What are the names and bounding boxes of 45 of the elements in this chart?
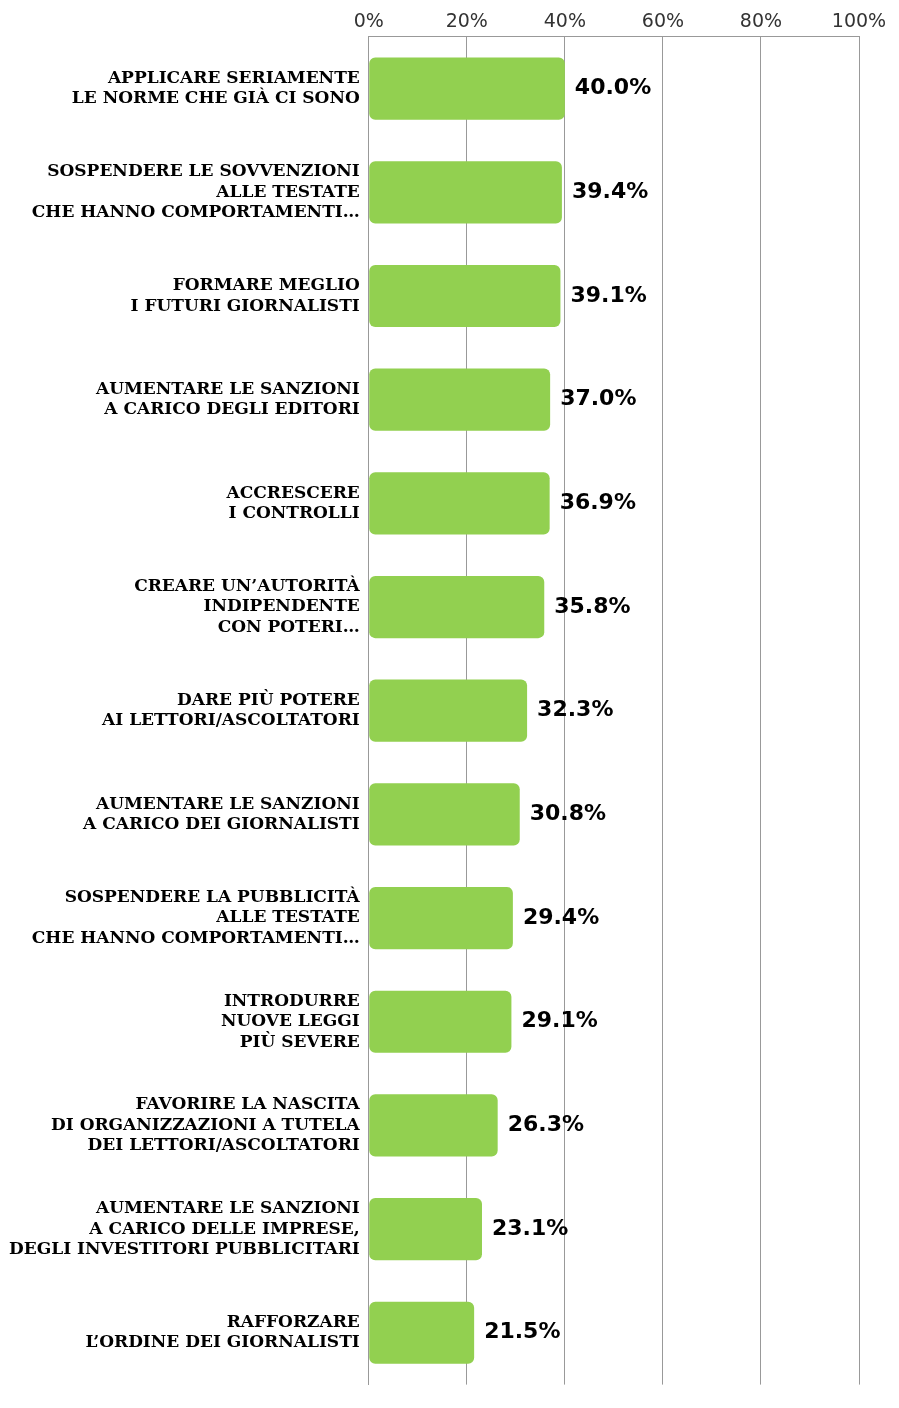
y-tick-label: SOSPENDERE LA PUBBLICITÀ ALLE TESTATE CHE HANNO COMPORTAMENTI… xyxy=(31,886,361,947)
data-label: 32.3% xyxy=(537,696,614,722)
bar xyxy=(369,575,545,639)
data-label: 35.8% xyxy=(554,592,631,618)
bar xyxy=(369,1301,475,1364)
y-tick-label: AUMENTARE LE SANZIONI A CARICO DELLE IMPRESE, DEGLI INVESTITORI PUBBLICITARI xyxy=(8,1197,360,1258)
data-label: 30.8% xyxy=(529,800,607,826)
y-tick-label: ACCRESCERE I CONTROLLI xyxy=(225,481,360,522)
y-tick-label: AUMENTARE LE SANZIONI A CARICO DEI GIORNALISTI xyxy=(82,792,360,833)
y-tick-label: AUMENTARE LE SANZIONI A CARICO DEGLI EDITORI xyxy=(94,377,360,419)
bar xyxy=(369,161,562,224)
data-label: 29.4% xyxy=(522,903,600,929)
data-label: 21.5% xyxy=(484,1318,561,1344)
data-label: 39.1% xyxy=(570,281,647,307)
data-label: 39.4% xyxy=(571,178,649,204)
x-tick-label: 100% xyxy=(831,9,887,32)
x-tick-label: 80% xyxy=(739,9,783,32)
data-label: 26.3% xyxy=(507,1111,585,1137)
data-label: 37.0% xyxy=(560,385,637,411)
bar xyxy=(369,57,565,120)
data-label: 23.1% xyxy=(491,1214,569,1240)
y-tick-label: FORMARE MEGLIO I FUTURI GIORNALISTI xyxy=(130,274,360,315)
y-tick-label: APPLICARE SERIAMENTE LE NORME CHE GIÀ CI SONO xyxy=(71,66,360,108)
bar xyxy=(369,886,513,950)
data-label: 40.0% xyxy=(574,74,652,100)
data-label: 29.1% xyxy=(521,1007,598,1033)
y-tick-label: DARE PIÙ POTERE AI LETTORI/ASCOLTATORI xyxy=(101,688,360,730)
bar xyxy=(369,990,512,1053)
bar xyxy=(369,1197,482,1261)
y-tick-label: SOSPENDERE LE SOVVENZIONI ALLE TESTATE CHE HANNO COMPORTAMENTI… xyxy=(31,160,360,222)
y-tick-label: FAVORIRE LA NASCITA DI ORGANIZZAZIONI A TUTELA DEI LETTORI/ASCOLTATORI xyxy=(51,1093,361,1155)
bar xyxy=(369,1094,498,1157)
data-label: 36.9% xyxy=(559,489,636,515)
bar xyxy=(369,783,520,846)
y-tick-label: INTRODURRE NUOVE LEGGI PIÙ SEVERE xyxy=(220,989,360,1051)
y-tick-label: RAFFORZARE L’ORDINE DEI GIORNALISTI xyxy=(85,1310,360,1352)
x-tick-label: 20% xyxy=(445,9,488,32)
x-tick-label: 0% xyxy=(353,9,384,32)
bar xyxy=(369,264,561,328)
bar xyxy=(369,472,550,535)
bar xyxy=(369,679,528,742)
bar xyxy=(369,368,551,431)
x-tick-label: 60% xyxy=(641,9,685,32)
x-tick-label: 40% xyxy=(543,9,586,32)
y-tick-label: CREARE UN’AUTORITÀ INDIPENDENTE CON POTERI… xyxy=(134,575,361,636)
